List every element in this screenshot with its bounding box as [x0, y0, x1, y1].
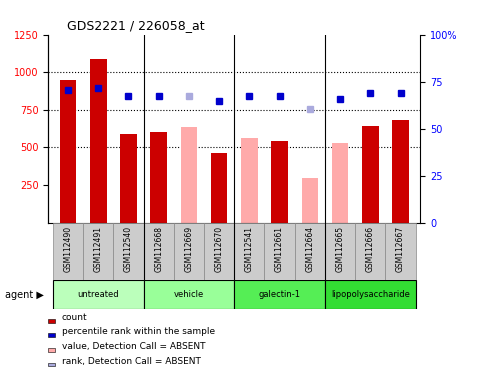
Text: galectin-1: galectin-1	[258, 290, 300, 299]
Bar	[59, 80, 76, 223]
Bar	[332, 143, 348, 223]
Text: agent ▶: agent ▶	[5, 290, 43, 300]
Bar	[234, 223, 265, 280]
Bar	[211, 154, 227, 223]
Bar	[325, 280, 416, 309]
Bar	[362, 126, 379, 223]
Bar	[114, 223, 143, 280]
Bar	[174, 223, 204, 280]
Text: GSM112540: GSM112540	[124, 226, 133, 272]
Bar	[241, 138, 258, 223]
Bar	[234, 280, 325, 309]
Bar	[325, 223, 355, 280]
Text: GSM112668: GSM112668	[154, 226, 163, 271]
Bar	[392, 120, 409, 223]
Bar	[385, 223, 416, 280]
Text: GSM112491: GSM112491	[94, 226, 103, 271]
Text: GSM112665: GSM112665	[336, 226, 344, 272]
Text: untreated: untreated	[77, 290, 119, 299]
Text: GSM112661: GSM112661	[275, 226, 284, 271]
Bar	[301, 177, 318, 223]
Text: GDS2221 / 226058_at: GDS2221 / 226058_at	[67, 19, 204, 32]
Bar	[204, 223, 234, 280]
Bar	[295, 223, 325, 280]
Text: GSM112670: GSM112670	[214, 226, 224, 272]
Bar	[265, 223, 295, 280]
Bar	[181, 127, 197, 223]
Text: value, Detection Call = ABSENT: value, Detection Call = ABSENT	[62, 342, 205, 351]
Text: vehicle: vehicle	[174, 290, 204, 299]
Bar	[53, 280, 143, 309]
Text: GSM112666: GSM112666	[366, 226, 375, 272]
Bar	[150, 132, 167, 223]
Text: lipopolysaccharide: lipopolysaccharide	[331, 290, 410, 299]
Text: GSM112664: GSM112664	[305, 226, 314, 272]
Bar	[53, 223, 83, 280]
Text: percentile rank within the sample: percentile rank within the sample	[62, 328, 215, 336]
Bar	[271, 141, 288, 223]
Text: GSM112669: GSM112669	[185, 226, 193, 272]
Text: GSM112541: GSM112541	[245, 226, 254, 271]
Bar	[90, 59, 107, 223]
Bar	[120, 134, 137, 223]
Bar	[355, 223, 385, 280]
Text: rank, Detection Call = ABSENT: rank, Detection Call = ABSENT	[62, 357, 201, 366]
Text: GSM112667: GSM112667	[396, 226, 405, 272]
Text: GSM112490: GSM112490	[63, 226, 72, 272]
Bar	[83, 223, 114, 280]
Bar	[143, 223, 174, 280]
Text: count: count	[62, 313, 87, 322]
Bar	[143, 280, 234, 309]
